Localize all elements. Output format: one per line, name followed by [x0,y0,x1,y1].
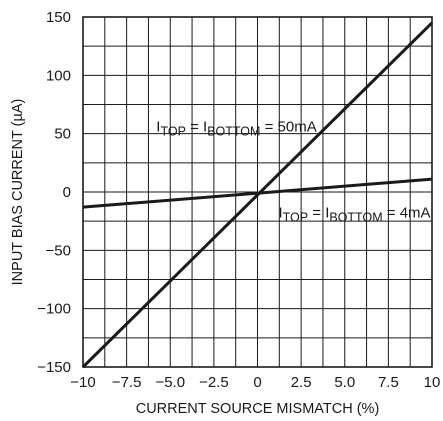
x-tick-label: 2.5 [291,374,312,391]
x-tick-label: −2.5 [199,374,229,391]
x-tick-label: 7.5 [378,374,399,391]
y-tick-label: 150 [46,9,71,26]
y-tick-label: −50 [46,242,71,259]
grid-lines [83,17,432,367]
series-label-2: ITOP = IBOTTOM = 4mA [278,205,430,225]
x-axis-label: CURRENT SOURCE MISMATCH (%) [136,401,380,417]
x-tick-label: 0 [253,374,261,391]
y-tick-label: −150 [37,359,71,376]
plot-frame [82,16,433,368]
x-tick-label: −7.5 [112,374,142,391]
series-label-1: ITOP = IBOTTOM = 50mA [156,118,316,138]
series-line-2 [82,177,433,209]
y-tick-label: −100 [37,301,71,318]
y-tick-label: 100 [46,67,71,84]
x-tick-label: 5.0 [334,374,355,391]
series-line-1 [81,21,434,369]
y-tick-labels: −150 −100 −50 0 50 100 150 [37,9,71,376]
series-group [81,21,434,369]
x-tick-label: −10 [70,374,95,391]
series-annotations: ITOP = IBOTTOM = 50mA ITOP = IBOTTOM = 4m… [156,118,430,224]
x-tick-label: −5.0 [155,374,185,391]
y-axis-label: INPUT BIAS CURRENT (µA) [10,99,26,286]
y-tick-label: 50 [54,126,71,143]
x-tick-label: 10 [424,374,441,391]
x-tick-labels: −10 −7.5 −5.0 −2.5 0 2.5 5.0 7.5 10 [70,374,440,391]
y-tick-label: 0 [63,184,71,201]
